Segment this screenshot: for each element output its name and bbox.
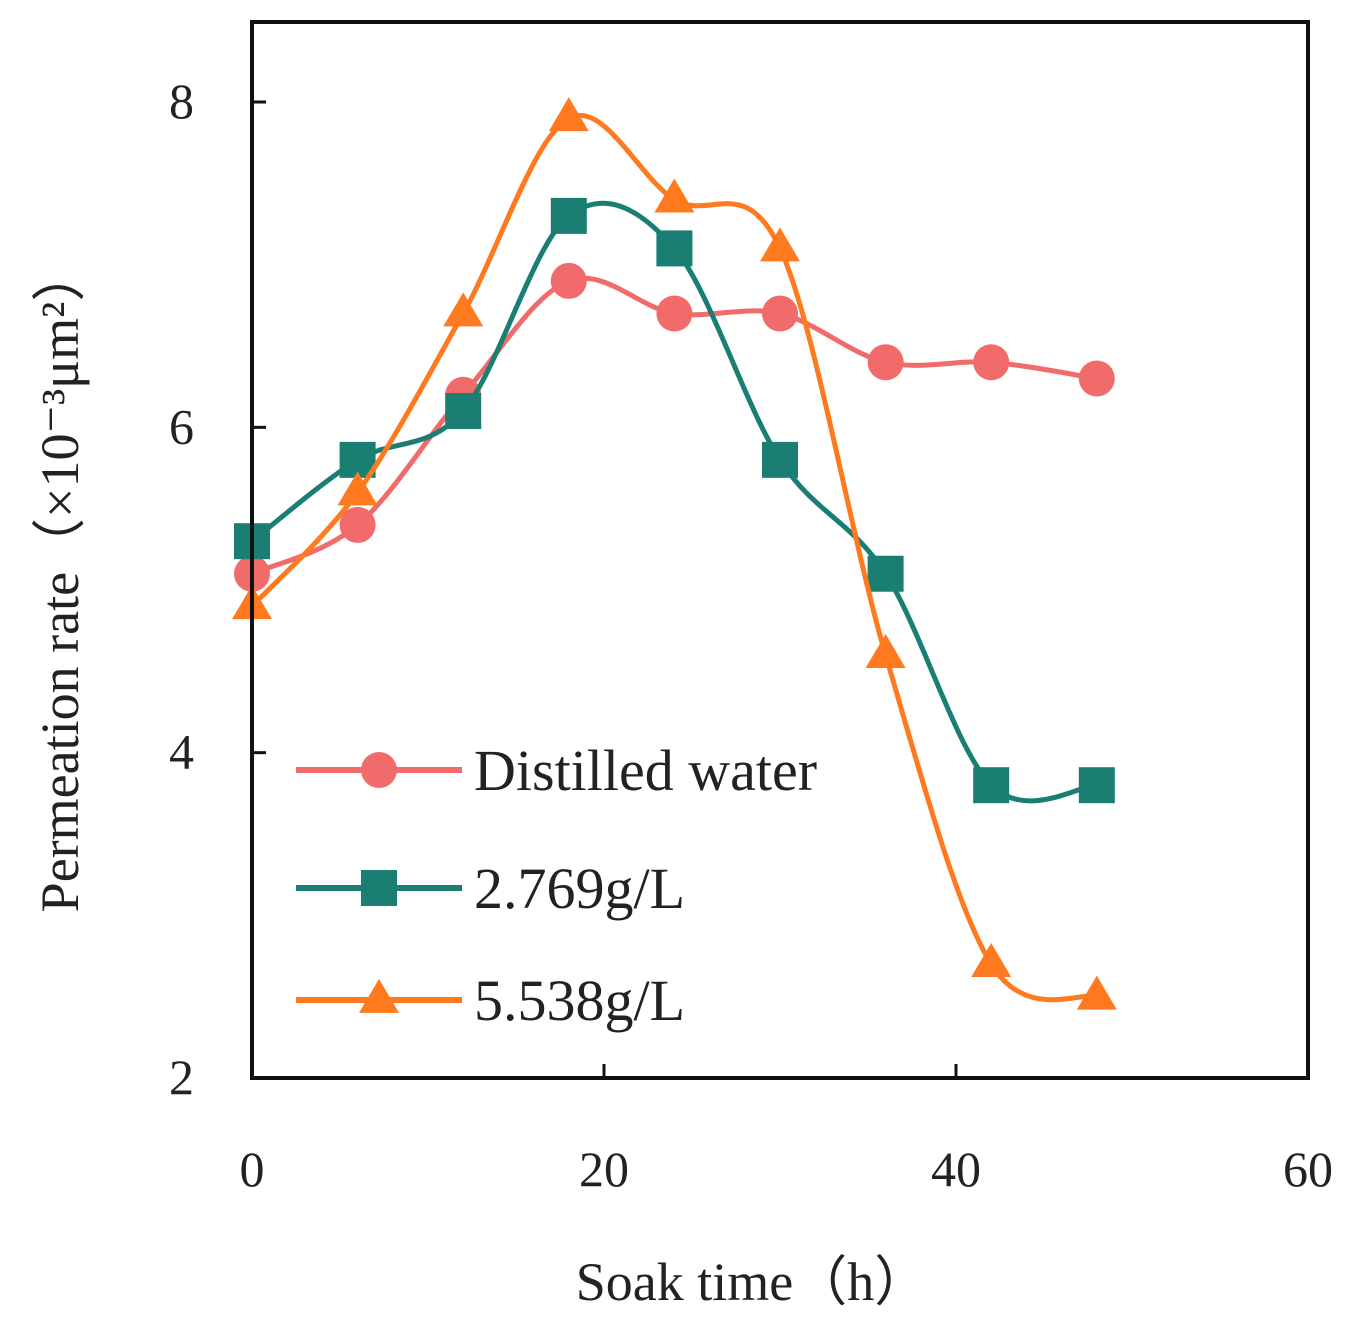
data-point-triangle bbox=[548, 97, 589, 132]
legend-label: Distilled water bbox=[474, 738, 817, 803]
data-point-square bbox=[550, 197, 587, 234]
y-tick-label: 2 bbox=[169, 1049, 194, 1105]
data-point-square bbox=[656, 230, 693, 267]
data-point-circle bbox=[867, 344, 904, 381]
data-point-triangle bbox=[760, 227, 800, 262]
data-point-circle bbox=[762, 295, 798, 332]
x-tick-label: 0 bbox=[240, 1141, 265, 1197]
data-point-triangle bbox=[443, 292, 484, 327]
data-point-triangle bbox=[1076, 975, 1117, 1010]
legend-item: Distilled water bbox=[296, 738, 817, 803]
y-tick-label: 6 bbox=[169, 398, 194, 454]
data-point-square bbox=[1078, 767, 1115, 804]
series-layer bbox=[232, 97, 1117, 1010]
y-axis-title: Permeation rate（×10⁻³μm²） bbox=[30, 248, 90, 913]
legend-label: 5.538g/L bbox=[474, 968, 685, 1033]
legend-item: 2.769g/L bbox=[296, 856, 685, 921]
legend-marker-triangle bbox=[359, 978, 399, 1013]
data-point-square bbox=[445, 393, 482, 430]
x-tick-label: 20 bbox=[579, 1141, 629, 1197]
series-line bbox=[249, 275, 1100, 577]
data-point-circle bbox=[1078, 360, 1115, 397]
plot-frame bbox=[250, 20, 1310, 1080]
legend-label: 2.769g/L bbox=[474, 856, 685, 921]
data-point-triangle bbox=[971, 943, 1012, 978]
data-point-circle bbox=[973, 344, 1010, 381]
ticks-layer: 2 4 6 8 0 20 40 60 bbox=[169, 73, 1333, 1197]
y-tick-label: 8 bbox=[169, 73, 194, 129]
series-line bbox=[249, 113, 1100, 1003]
legend-marker-circle bbox=[361, 752, 397, 788]
legend-item: 5.538g/L bbox=[296, 968, 685, 1033]
data-point-square bbox=[762, 441, 798, 478]
x-axis-title: Soak time（h） bbox=[576, 1252, 928, 1312]
y-tick-label: 4 bbox=[169, 724, 194, 780]
x-tick-label: 40 bbox=[931, 1141, 981, 1197]
data-point-triangle bbox=[654, 178, 695, 213]
data-point-triangle bbox=[865, 633, 906, 668]
series-1 bbox=[234, 262, 1115, 592]
data-point-circle bbox=[339, 506, 376, 543]
data-point-square bbox=[867, 555, 904, 592]
data-point-circle bbox=[656, 295, 693, 332]
x-tick-label: 60 bbox=[1283, 1141, 1333, 1197]
legend: Distilled water 2.769g/L 5.538g/L bbox=[296, 738, 817, 1033]
legend-marker-square bbox=[361, 870, 397, 906]
data-point-square bbox=[973, 767, 1010, 804]
data-point-circle bbox=[550, 262, 587, 299]
data-point-triangle bbox=[337, 471, 378, 506]
